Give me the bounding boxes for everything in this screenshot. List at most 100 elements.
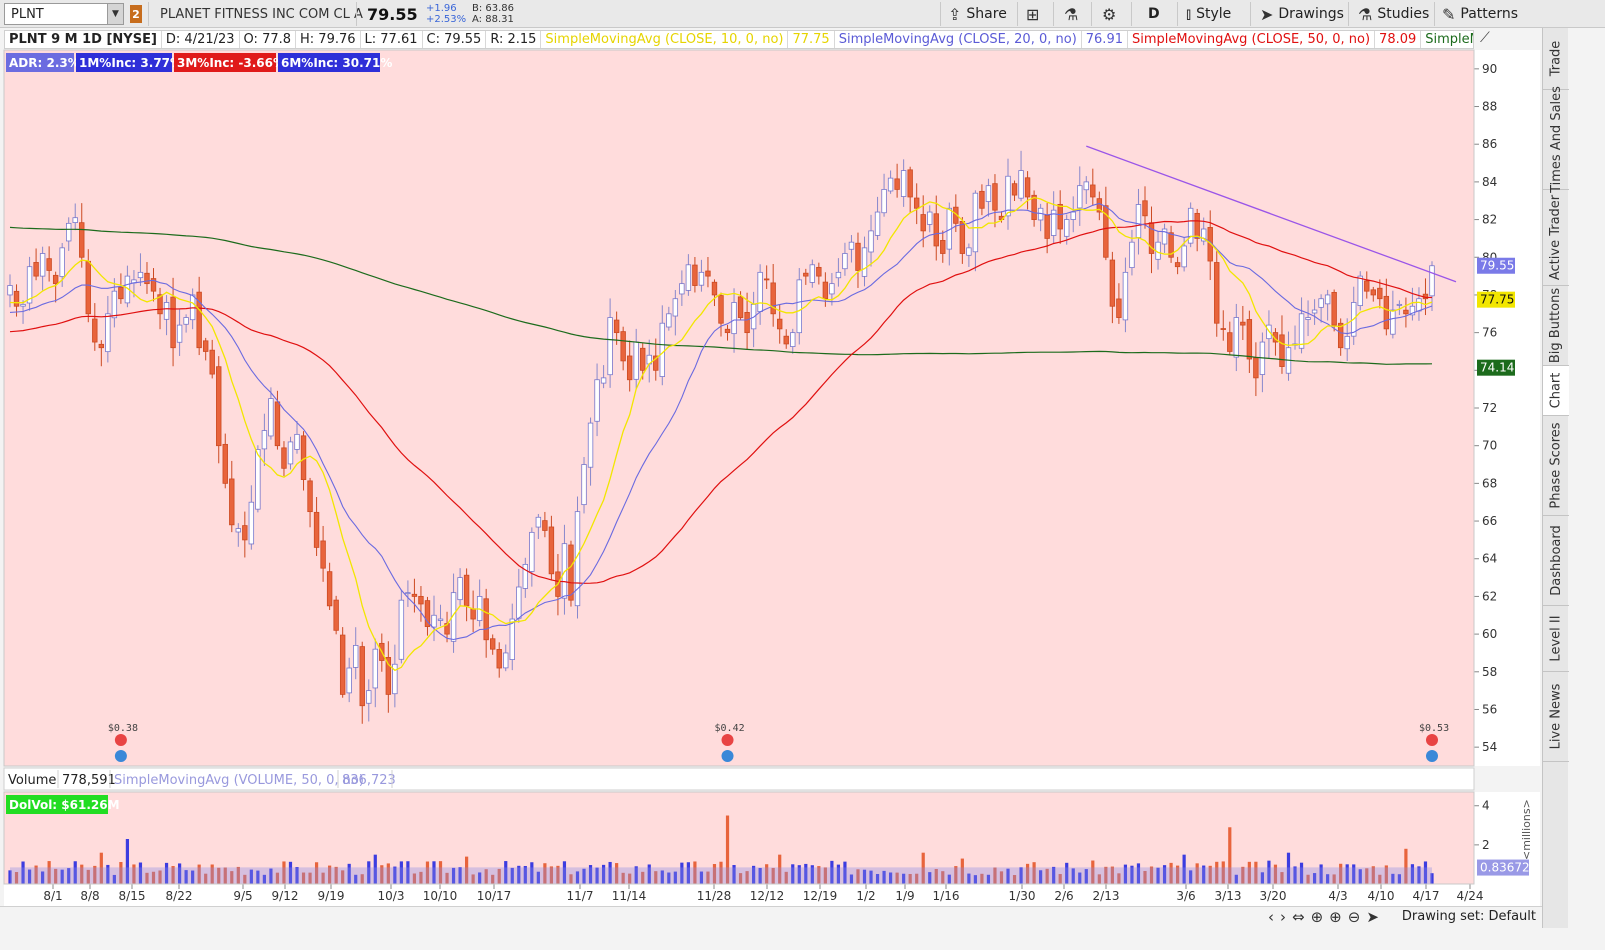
price-axis-bg xyxy=(1474,50,1540,766)
sidebar-tab-chart[interactable]: Chart xyxy=(1543,366,1569,416)
x-tick-label: 10/3 xyxy=(378,889,405,903)
sidebar-tab-live-news[interactable]: Live News xyxy=(1543,672,1569,762)
candle-body xyxy=(326,571,333,607)
candle-body xyxy=(783,335,789,345)
expand-icon[interactable]: ⇔ xyxy=(1292,908,1305,926)
1m-inc-badge: 1M%Inc: 3.77% xyxy=(76,53,182,72)
volume-bar xyxy=(1065,862,1069,884)
dividend-marker: $0.38 xyxy=(108,723,138,762)
symbol-dropdown-icon[interactable]: ▼ xyxy=(107,4,123,24)
sidebar-tab-active-trader[interactable]: Active Trader xyxy=(1543,190,1569,286)
zoom-in-icon[interactable]: ⊕ xyxy=(1329,908,1342,926)
price-chart[interactable]: 5456586062646668707274767880828486889079… xyxy=(0,0,1542,906)
candle xyxy=(933,195,939,261)
candle xyxy=(1187,202,1194,248)
sidebar-tab-label: Phase Scores xyxy=(1548,422,1564,509)
candle xyxy=(940,230,946,263)
candle-body xyxy=(470,608,476,620)
crosshair-icon[interactable]: ⊕ xyxy=(1310,908,1324,926)
drawings-button[interactable]: ➤ Drawings xyxy=(1260,0,1344,28)
symbol-link-badge[interactable]: 2 xyxy=(130,5,142,23)
candle-body xyxy=(320,540,326,569)
candle xyxy=(1168,225,1174,263)
candle-body xyxy=(848,241,855,250)
dolvol-badge: DolVol: $61.26M xyxy=(6,795,120,814)
volume-bar xyxy=(543,863,547,884)
volume-bar xyxy=(191,870,195,884)
earnings-icon xyxy=(114,750,127,762)
study-sma10-label[interactable]: SimpleMovingAvg (CLOSE, 10, 0, no) xyxy=(541,31,789,48)
volume-bar xyxy=(634,866,638,884)
sidebar-tab-big-buttons[interactable]: Big Buttons xyxy=(1543,286,1569,366)
scroll-left-icon[interactable]: ‹ xyxy=(1268,908,1274,926)
studies-button[interactable]: ⚗ Studies xyxy=(1358,0,1429,28)
candle xyxy=(1214,251,1220,337)
study-sma50-label[interactable]: SimpleMovingAvg (CLOSE, 50, 0, no) xyxy=(1128,31,1376,48)
candle xyxy=(698,259,705,292)
volume-tick-label: 2 xyxy=(1482,838,1490,852)
volume-bar xyxy=(601,864,606,884)
candle xyxy=(392,644,398,708)
zoom-out-icon[interactable]: ⊖ xyxy=(1347,908,1361,926)
candle xyxy=(457,568,463,606)
dividend-icon xyxy=(721,734,734,746)
candle xyxy=(1344,318,1350,361)
volume-bar xyxy=(1234,874,1238,884)
share-button[interactable]: ⇪ Share xyxy=(948,0,1007,28)
volume-bar xyxy=(1039,870,1043,884)
candle-body xyxy=(933,213,939,247)
candle-body xyxy=(626,355,633,381)
volume-bar xyxy=(445,872,449,884)
patterns-button[interactable]: ✎ Patterns xyxy=(1442,0,1518,28)
aggregation-button[interactable]: D xyxy=(1148,6,1160,22)
candle xyxy=(1364,271,1370,299)
drawing-set-label[interactable]: Drawing set: Default xyxy=(1401,909,1536,924)
flexible-grid-button[interactable]: ⊞ xyxy=(1026,0,1039,28)
studies-label: Studies xyxy=(1377,6,1430,22)
candle xyxy=(600,365,607,389)
style-button[interactable]: ⫾ Style xyxy=(1186,0,1231,28)
candle xyxy=(992,174,998,228)
candle xyxy=(900,159,907,207)
sidebar-tab-dashboard[interactable]: Dashboard xyxy=(1543,516,1569,606)
study-sma200-label[interactable]: SimpleMovingAvg (CLOSE, 200, 0, no) xyxy=(1421,31,1473,48)
candle xyxy=(509,603,515,671)
volume-bar xyxy=(262,874,266,884)
candle xyxy=(724,324,731,341)
candle xyxy=(868,214,874,267)
candle xyxy=(626,340,633,392)
chart-mode-icon[interactable]: ⟋ xyxy=(1480,30,1490,46)
scroll-right-icon[interactable]: › xyxy=(1280,908,1286,926)
candle-body xyxy=(59,247,65,277)
pointer-icon[interactable]: ➤ xyxy=(1366,908,1379,926)
volume-bar xyxy=(184,870,188,884)
candle-body xyxy=(281,447,287,469)
sidebar-tab-times-and-sales[interactable]: Times And Sales xyxy=(1543,86,1569,193)
volume-bar xyxy=(21,861,25,884)
study-sma20-label[interactable]: SimpleMovingAvg (CLOSE, 20, 0, no) xyxy=(835,31,1082,48)
flask-button[interactable]: ⚗ xyxy=(1064,0,1078,28)
sidebar-tab-level-ii[interactable]: Level II xyxy=(1543,606,1569,672)
volume-bar xyxy=(980,873,984,884)
candle xyxy=(1337,318,1344,356)
candle xyxy=(339,627,346,698)
volume-bar xyxy=(699,871,704,884)
sidebar-tab-phase-scores[interactable]: Phase Scores xyxy=(1543,416,1569,516)
price-tag-bg xyxy=(1477,257,1515,274)
candle xyxy=(1305,300,1311,337)
candle-body xyxy=(294,433,300,450)
chart-nav-icons: ‹ › ⇔ ⊕ ⊕ ⊖ ➤ xyxy=(1268,908,1379,926)
volume-bar xyxy=(1162,865,1167,884)
sidebar-tab-trade[interactable]: Trade xyxy=(1543,28,1569,90)
candle xyxy=(1109,251,1116,324)
candle-body xyxy=(359,646,365,707)
volume-bar xyxy=(164,862,169,884)
x-tick-label: 11/14 xyxy=(612,889,647,903)
chart-symbol-title[interactable]: PLNT 9 M 1D [NYSE] xyxy=(5,31,162,48)
volume-bar xyxy=(973,875,977,884)
settings-button[interactable]: ⚙ xyxy=(1102,0,1116,28)
x-tick-label: 8/22 xyxy=(166,889,193,903)
candle-body xyxy=(887,177,894,192)
symbol-input[interactable]: PLNT ▼ xyxy=(4,3,124,25)
x-tick-label: 1/9 xyxy=(895,889,914,903)
